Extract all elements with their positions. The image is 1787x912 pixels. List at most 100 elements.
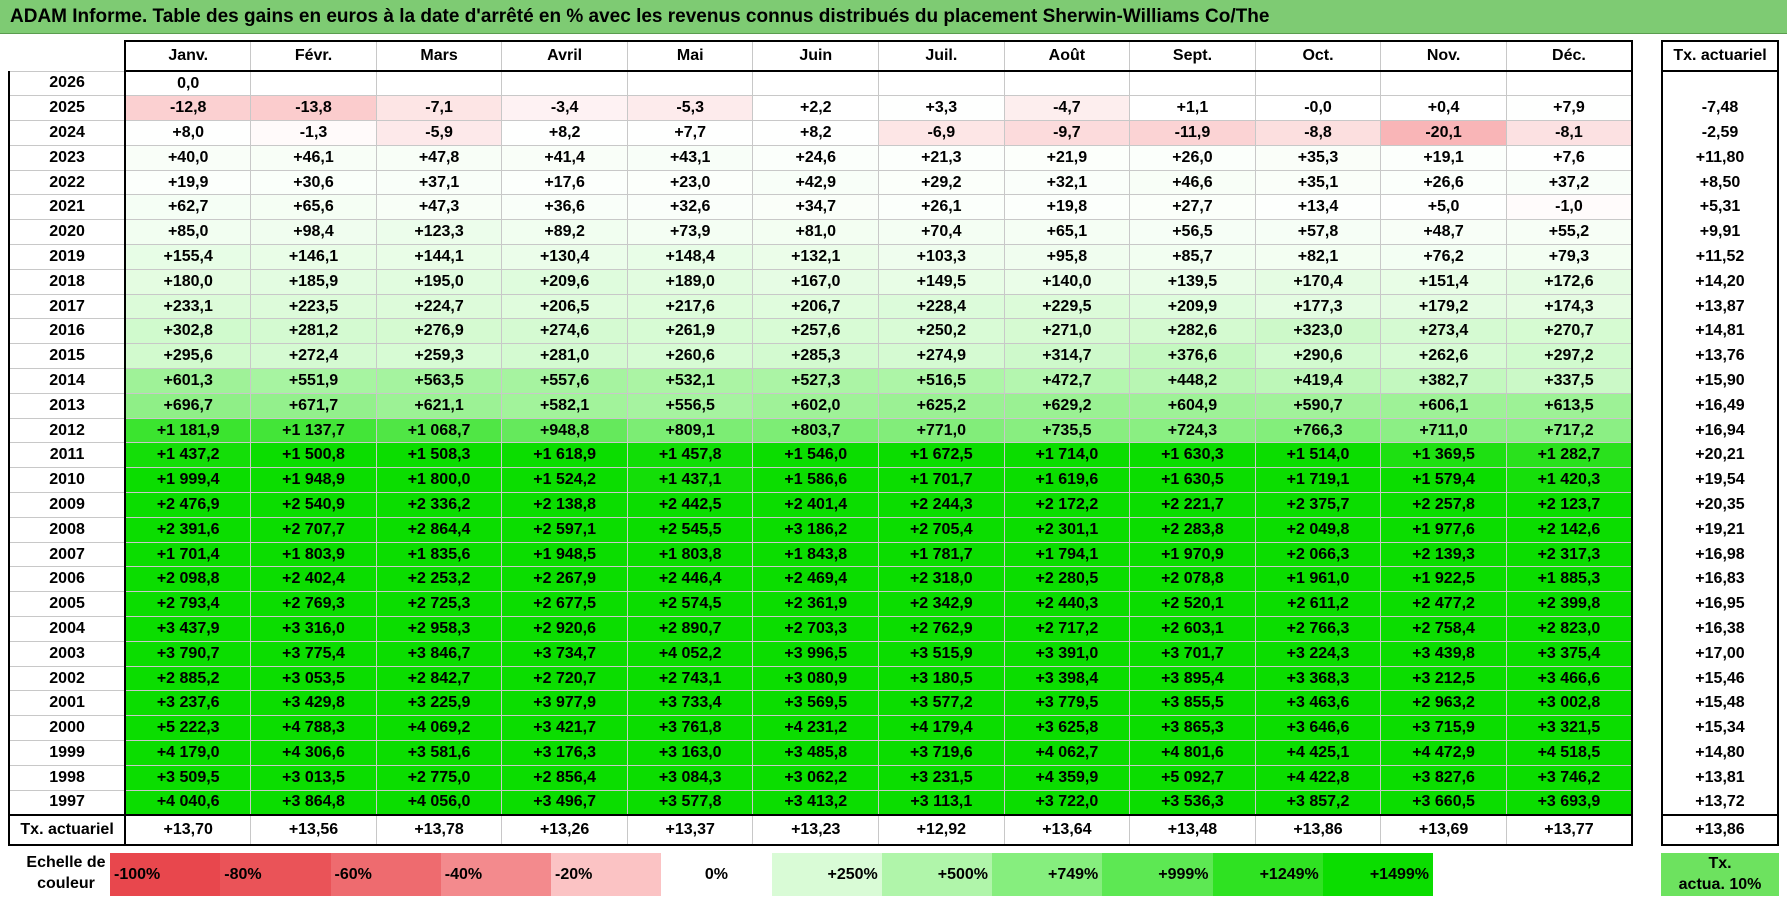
year-rate-cell: +20,35	[1661, 492, 1779, 518]
gain-cell: +217,6	[626, 293, 754, 320]
gain-cell: -5,3	[626, 95, 754, 122]
footer-rate-cell: +13,64	[1003, 813, 1131, 846]
month-header: Juin	[752, 40, 880, 72]
year-cell: 1998	[7, 764, 127, 791]
year-cell: 2001	[7, 690, 127, 717]
gain-cell: +82,1	[1254, 244, 1382, 270]
gain-cell: +41,4	[501, 144, 628, 171]
year-row: 2024 +8,0 -1,3 -5,9 +8,2 +7,7 +8,2 -6,9 -9,7 -11,…	[7, 120, 1633, 146]
gain-cell: +3 225,9	[375, 690, 503, 717]
gain-cell: +3 429,8	[250, 690, 377, 717]
gain-cell: +2 885,2	[124, 665, 252, 692]
gain-cell: +3 466,6	[1505, 665, 1633, 692]
gain-cell: +2 244,3	[878, 492, 1005, 518]
gain-cell: +1 514,0	[1254, 442, 1382, 469]
gain-cell: +26,1	[878, 194, 1005, 221]
gain-cell: +2 342,9	[878, 591, 1005, 618]
gain-cell: +4 788,3	[250, 715, 377, 742]
gain-cell: +735,5	[1003, 417, 1131, 444]
gain-cell: +4 062,7	[1003, 740, 1131, 766]
gain-cell: +23,0	[626, 169, 754, 196]
gain-cell: +295,6	[124, 343, 252, 370]
year-row: 2010 +1 999,4 +1 948,9 +1 800,0 +1 524,2 +1 4…	[7, 467, 1633, 494]
gain-cell: +62,7	[124, 194, 252, 221]
gain-cell: +3 515,9	[878, 640, 1005, 667]
year-row: 2007 +1 701,4 +1 803,9 +1 835,6 +1 948,5 +1 8…	[7, 541, 1633, 568]
gain-cell: +206,5	[501, 293, 628, 320]
year-cell: 2009	[7, 492, 127, 518]
year-cell: 2011	[7, 442, 127, 469]
gain-cell: +1 437,1	[626, 467, 754, 494]
month-header: Févr.	[250, 40, 377, 72]
gain-cell: +2 520,1	[1129, 591, 1256, 618]
gain-cell: +8,2	[501, 120, 628, 146]
year-rate-cell: +15,46	[1661, 666, 1779, 691]
gain-cell: +3 316,0	[250, 616, 377, 642]
year-cell: 2021	[7, 194, 127, 221]
legend-swatch: +1499%	[1322, 853, 1433, 896]
gain-cell: +262,6	[1380, 343, 1507, 370]
gain-cell: +2 545,5	[626, 516, 754, 543]
gain-cell: +3 180,5	[878, 665, 1005, 692]
gain-cell: +206,7	[752, 293, 880, 320]
gain-cell: +1 068,7	[375, 417, 503, 444]
gain-cell: +27,7	[1129, 194, 1256, 221]
gain-cell: +2 720,7	[501, 665, 628, 692]
gain-cell: +21,9	[1003, 144, 1131, 171]
year-cell: 2026	[7, 70, 127, 97]
gain-cell: +95,8	[1003, 244, 1131, 270]
month-header: Mai	[626, 40, 754, 72]
gain-cell: +2,2	[752, 95, 880, 122]
gain-cell: +1 701,7	[878, 467, 1005, 494]
gain-cell: +1 500,8	[250, 442, 377, 469]
gain-cell: +3 231,5	[878, 764, 1005, 791]
year-cell: 2007	[7, 541, 127, 568]
gain-cell: +259,3	[375, 343, 503, 370]
gain-cell: +3 895,4	[1129, 665, 1256, 692]
footer-rate-cell: +13,70	[124, 813, 252, 846]
legend-label-line: Echelle de	[26, 854, 106, 871]
year-rate-cell: +5,31	[1661, 194, 1779, 220]
gain-cell: +2 078,8	[1129, 566, 1256, 593]
gain-cell: +34,7	[752, 194, 880, 221]
footer-rate-cell: +13,86	[1254, 813, 1382, 846]
gain-cell: +2 725,3	[375, 591, 503, 618]
gain-cell: +174,3	[1505, 293, 1633, 320]
gain-cell: +2 864,4	[375, 516, 503, 543]
gain-cell: +2 066,3	[1254, 541, 1382, 568]
gain-cell: +172,6	[1505, 268, 1633, 295]
gain-cell	[1505, 70, 1633, 97]
year-row: 2000 +5 222,3 +4 788,3 +4 069,2 +3 421,7 +3 7…	[7, 715, 1633, 742]
year-row: 2004 +3 437,9 +3 316,0 +2 958,3 +2 920,6 +2 8…	[7, 616, 1633, 642]
year-rate-cell: -7,48	[1661, 95, 1779, 121]
gain-cell: +250,2	[878, 318, 1005, 345]
gain-cell: +3 321,5	[1505, 715, 1633, 742]
gain-cell: +170,4	[1254, 268, 1382, 295]
gain-cell: +139,5	[1129, 268, 1256, 295]
gain-cell: +4 801,6	[1129, 740, 1256, 766]
gain-cell: +132,1	[752, 244, 880, 270]
gain-cell: +155,4	[124, 244, 252, 270]
gain-cell	[1129, 70, 1256, 97]
gain-cell: +1 948,9	[250, 467, 377, 494]
gain-cell: +46,1	[250, 144, 377, 171]
gain-cell: +3 646,6	[1254, 715, 1382, 742]
year-cell: 2025	[7, 95, 127, 122]
gain-cell: +3 857,2	[1254, 789, 1382, 816]
gain-cell: +26,6	[1380, 169, 1507, 196]
year-rate-cell: +13,76	[1661, 343, 1779, 369]
gain-cell: 0,0	[124, 70, 252, 97]
gain-cell: +2 361,9	[752, 591, 880, 618]
color-scale-legend: Echelle de couleur -100% -80% -60% -40% -20%…	[0, 850, 1787, 900]
gain-cell: +46,6	[1129, 169, 1256, 196]
gain-cell: +233,1	[124, 293, 252, 320]
year-cell: 2012	[7, 417, 127, 444]
year-row: 2013 +696,7 +671,7 +621,1 +582,1 +556,5 +602,0…	[7, 392, 1633, 419]
gain-cell: +3 827,6	[1380, 764, 1507, 791]
gain-cell: +1 835,6	[375, 541, 503, 568]
gain-cell: +621,1	[375, 392, 503, 419]
year-row: 2017 +233,1 +223,5 +224,7 +206,5 +217,6 +206,7…	[7, 293, 1633, 320]
gain-cell: +1 586,6	[752, 467, 880, 494]
gain-cell: +274,9	[878, 343, 1005, 370]
gain-cell: +3 864,8	[250, 789, 377, 816]
